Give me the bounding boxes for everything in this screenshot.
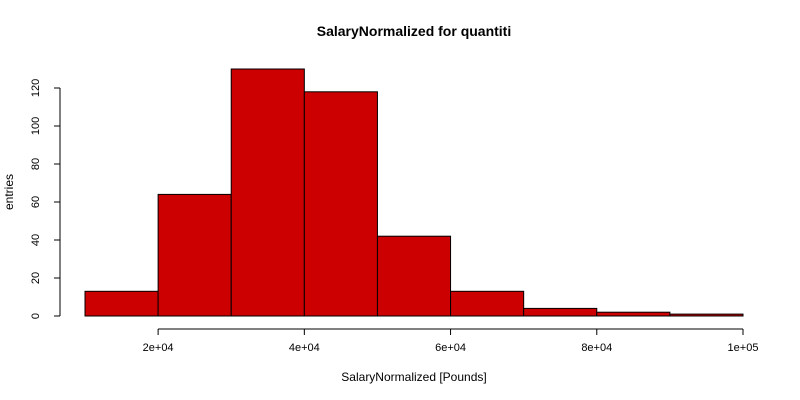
y-tick-label: 40 [30,234,42,246]
x-axis: 2e+04 4e+04 6e+04 8e+04 1e+05 [143,328,759,354]
y-axis: 0 20 40 60 80 100 120 [30,79,61,319]
histogram-bar-5 [376,235,452,317]
x-tick-label: 2e+04 [143,342,174,354]
histogram-bar-2 [157,193,232,317]
y-tick-label: 100 [30,117,42,135]
histogram-bar-8 [596,311,671,317]
histogram-bar-9 [669,313,744,317]
y-tick-label: 80 [30,158,42,170]
y-tick-label: 0 [30,313,42,319]
y-axis-label: entries [2,174,16,210]
y-tick-label: 120 [30,79,42,97]
x-tick-label: 4e+04 [289,342,320,354]
bars-group [84,68,744,317]
histogram-bar-6 [450,290,525,317]
histogram-bar-4 [303,91,378,317]
y-tick-label: 60 [30,196,42,208]
histogram-bar-3 [230,68,305,317]
chart-title: SalaryNormalized for quantiti [317,23,511,39]
histogram-bar-7 [523,307,598,317]
x-tick-label: 8e+04 [581,342,612,354]
x-tick-label: 6e+04 [435,342,466,354]
x-axis-label: SalaryNormalized [Pounds] [341,370,486,384]
x-tick-label: 1e+05 [728,342,759,354]
y-tick-label: 20 [30,272,42,284]
histogram-bar-1 [84,290,159,317]
